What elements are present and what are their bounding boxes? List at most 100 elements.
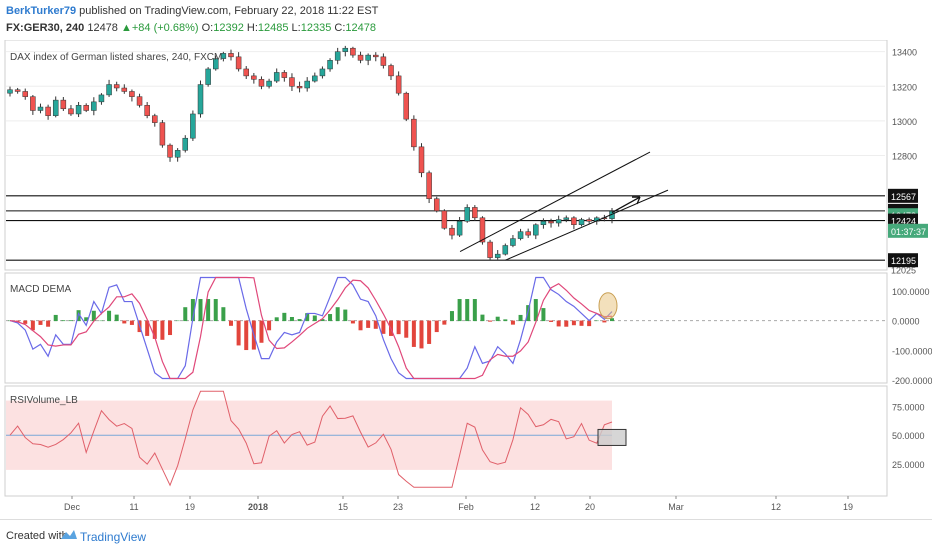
macd-histogram-bar: [564, 320, 569, 327]
candle-body: [304, 80, 310, 89]
rsi-tick-label: 75.0000: [892, 402, 925, 412]
macd-histogram-bar: [305, 313, 310, 322]
candle-body: [479, 217, 486, 243]
macd-histogram-bar: [221, 307, 226, 322]
candle-body: [182, 137, 189, 151]
candle-body: [98, 94, 105, 103]
macd-histogram-bar: [175, 320, 180, 322]
macd-histogram-bar: [46, 320, 51, 327]
macd-line: [9, 276, 613, 380]
price-tick-label: 12800: [892, 152, 917, 162]
macd-histogram-bar: [259, 320, 264, 343]
low-label: L:: [291, 22, 301, 34]
chart-area[interactable]: DAX index of German listed shares, 240, …: [0, 40, 932, 519]
projection-arrowhead-icon: [632, 196, 641, 205]
candle-body: [106, 84, 112, 96]
tradingview-brand-link[interactable]: TradingView: [80, 530, 147, 544]
candle-body: [312, 75, 318, 82]
time-tick-label: 12: [530, 502, 540, 512]
macd-tick-label: -100.0000: [892, 346, 932, 356]
candle-body: [487, 241, 493, 258]
time-axis: Dec 11 19 2018 15 23 Feb 12 20 Mar 12 19: [64, 496, 853, 512]
time-tick-label: 19: [185, 502, 195, 512]
macd-histogram-bar: [282, 312, 287, 322]
chart-header: BerkTurker79 published on TradingView.co…: [0, 0, 932, 40]
candle-body: [37, 106, 44, 111]
macd-histogram-bar: [68, 320, 73, 322]
macd-histogram-bar: [533, 299, 538, 322]
macd-histogram-bar: [30, 320, 35, 331]
candle-body: [395, 75, 402, 94]
rsi-line: [9, 390, 613, 488]
price-label: 12195: [891, 256, 916, 266]
candle-body: [350, 47, 356, 56]
author-link[interactable]: BerkTurker79: [6, 5, 77, 17]
candle-body: [418, 146, 425, 174]
open-label: O:: [201, 22, 214, 34]
candle-body: [525, 231, 531, 236]
footer: Created with TradingView: [0, 519, 932, 551]
candle-body: [472, 207, 478, 219]
candle-body: [167, 144, 173, 158]
close-value: 12478: [345, 22, 376, 34]
rsi-title: RSIVolume_LB: [10, 395, 78, 406]
macd-histogram-bar: [213, 299, 218, 322]
candle-body: [578, 219, 585, 225]
macd-histogram-bar: [518, 314, 523, 322]
macd-histogram-bar: [411, 320, 416, 347]
macd-tick-label: 100.0000: [892, 287, 930, 297]
candle-body: [334, 51, 341, 61]
macd-histogram-bar: [442, 320, 447, 325]
macd-title: MACD DEMA: [10, 284, 71, 295]
candle-body: [281, 72, 288, 78]
high-label: H:: [246, 22, 258, 34]
price-tick-label: 13200: [892, 82, 917, 92]
macd-histogram-bar: [549, 320, 554, 322]
candle-body: [510, 238, 516, 246]
macd-histogram-bar: [190, 299, 195, 322]
macd-histogram-bar: [15, 320, 20, 322]
candle-body: [190, 113, 196, 139]
macd-histogram-bar: [602, 320, 607, 323]
candle-body: [68, 108, 74, 115]
candle-body: [548, 221, 554, 224]
candle-body: [533, 224, 539, 236]
macd-tick-label: 0.0000: [892, 317, 920, 327]
candle-body: [152, 115, 158, 123]
macd-histogram-bar: [579, 320, 584, 326]
tradingview-logo-icon[interactable]: [60, 528, 78, 542]
candle-body: [45, 106, 51, 116]
candle-body: [327, 60, 333, 70]
price-label: 12424: [891, 217, 916, 227]
macd-histogram-bar: [350, 320, 355, 324]
candle-body: [373, 54, 379, 58]
macd-histogram-bar: [503, 319, 508, 322]
macd-histogram-bar: [510, 320, 515, 325]
time-tick-label: 15: [338, 502, 348, 512]
candle-body: [319, 68, 326, 77]
candle-body: [258, 79, 265, 87]
macd-highlight-marker: [598, 292, 618, 320]
low-value: 12335: [300, 22, 332, 34]
candle-body: [75, 105, 82, 115]
macd-histogram-bar: [53, 314, 58, 322]
macd-histogram-bar: [434, 320, 439, 333]
time-tick-label: Feb: [458, 502, 474, 512]
rsi-highlight-box: [597, 428, 627, 446]
macd-histogram-bar: [427, 320, 432, 344]
time-tick-label: 19: [843, 502, 853, 512]
close-label: C:: [334, 22, 346, 34]
candle-body: [456, 221, 463, 236]
high-value: 12485: [257, 22, 289, 34]
price-tick-label: 13400: [892, 48, 917, 58]
macd-histogram-bar: [99, 320, 104, 322]
macd-histogram-bar: [449, 311, 454, 322]
signal-line: [9, 276, 613, 380]
channel-upper-line: [459, 151, 651, 253]
rsi-series: [6, 390, 627, 488]
channel-lower-line: [505, 189, 669, 261]
macd-histogram-bar: [236, 320, 241, 346]
candle-body: [388, 65, 394, 77]
price-label: 12567: [891, 192, 916, 202]
time-tick-label: 11: [129, 502, 138, 512]
